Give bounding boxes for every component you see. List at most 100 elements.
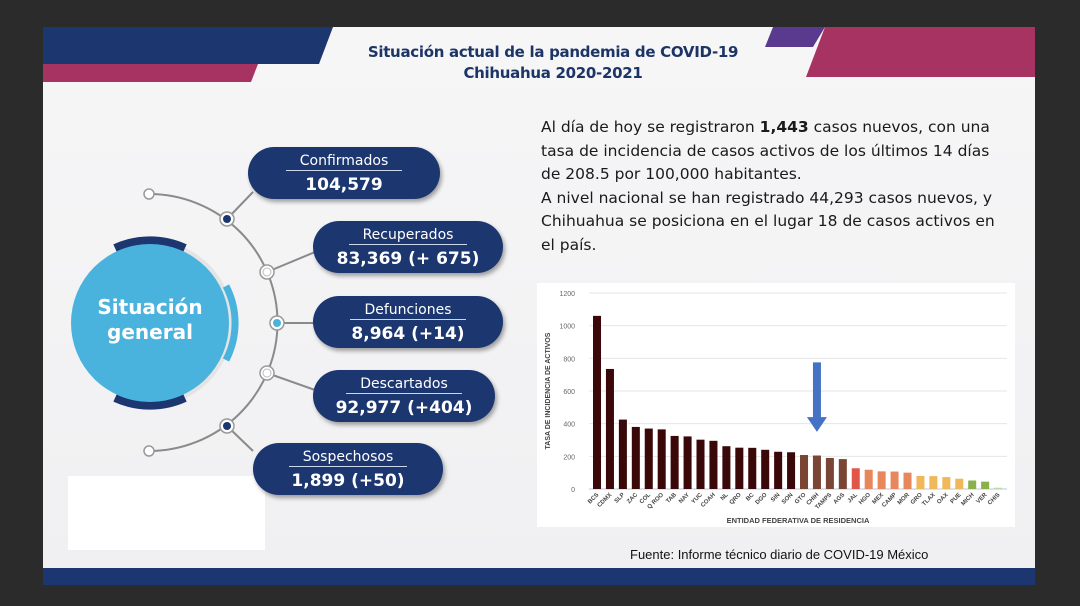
highlight-arrow-icon: [806, 362, 827, 432]
summary-paragraph-2: A nivel nacional se han registrado 44,29…: [541, 188, 995, 254]
x-tick-label: AGS: [833, 492, 846, 505]
x-tick-label: CDMX: [597, 492, 614, 509]
y-tick-label: 1000: [559, 324, 575, 331]
bar-chis: [994, 487, 1003, 489]
stat-label: Recuperados: [348, 227, 468, 245]
stat-value: 92,977 (+404): [335, 398, 473, 418]
stat-sospechosos: Sospechosos 1,899 (+50): [253, 443, 443, 495]
summary-text: Al día de hoy se registraron 1,443 casos…: [541, 116, 1011, 257]
stat-label: Descartados: [346, 376, 462, 394]
x-tick-label: CAMP: [881, 492, 898, 509]
bar-slp: [618, 419, 627, 489]
node-icon: [259, 365, 275, 381]
bar-sin: [774, 451, 783, 489]
x-tick-label: SIN: [770, 492, 781, 503]
bar-qro: [735, 447, 744, 489]
header-decoration: [43, 27, 1035, 82]
bar-tlax: [929, 476, 938, 489]
y-tick-label: 1200: [559, 291, 575, 298]
y-axis-label: TASA DE INCIDENCIA DE ACTIVOS: [545, 332, 552, 449]
bar-bc: [748, 447, 757, 489]
footer-bar: [43, 568, 1035, 585]
node-icon: [259, 264, 275, 280]
bar-cdmx: [605, 368, 614, 489]
source-note: Fuente: Informe técnico diario de COVID-…: [630, 547, 929, 562]
bar-mor: [903, 472, 912, 489]
incidence-chart: 0 200 400 600 800 1000 1200 BCS CDMX SLP ZAC COL Q R…: [537, 283, 1015, 527]
x-tick-label: COAH: [700, 492, 717, 509]
summary-paragraph-1: Al día de hoy se registraron 1,443 casos…: [541, 116, 1011, 187]
x-tick-label: MICH: [961, 492, 976, 507]
stat-label: Defunciones: [350, 302, 466, 320]
ring-accent-bottom: [113, 394, 187, 410]
x-tick-label: BC: [745, 492, 756, 503]
stat-label: Confirmados: [285, 153, 403, 171]
bar-col: [644, 428, 653, 489]
bar-tab: [670, 435, 679, 489]
bar-pue: [955, 478, 964, 489]
summary-text-part: casos nuevos, con una tasa de incidencia…: [541, 118, 990, 183]
x-tick-label: SON: [781, 492, 794, 505]
bar-mich: [968, 480, 977, 489]
center-label: Situación general: [71, 295, 229, 345]
blank-box: [68, 476, 265, 550]
y-tick-label: 400: [563, 422, 575, 429]
magenta-band-right: [806, 27, 1035, 77]
y-tick-label: 600: [563, 389, 575, 396]
slide: Situación actual de la pandemia de COVID…: [43, 27, 1035, 585]
bar-mex: [877, 471, 886, 489]
ring-accent-top: [113, 236, 187, 252]
stat-defunciones: Defunciones 8,964 (+14): [313, 296, 503, 348]
bar-hgo: [864, 469, 873, 489]
diagram-connectors: [71, 188, 316, 457]
x-tick-label: TLAX: [921, 492, 936, 507]
situacion-general-circle: [71, 244, 229, 402]
x-tick-label: NAY: [678, 492, 691, 505]
bar-bcs: [593, 315, 602, 489]
purple-band-right: [765, 27, 825, 47]
page-title: Situación actual de la pandemia de COVID…: [343, 42, 763, 84]
bar-tamps: [825, 457, 834, 489]
stat-value: 1,899 (+50): [291, 471, 405, 491]
x-tick-label: OAX: [936, 492, 949, 505]
bar-camp: [890, 471, 899, 489]
bar-yuc: [696, 439, 705, 489]
x-tick-label: CHIS: [987, 492, 1001, 506]
x-tick-label: SLP: [614, 492, 626, 504]
node-icon: [219, 211, 235, 227]
stat-label: Sospechosos: [288, 449, 408, 467]
magenta-band-left: [43, 64, 258, 82]
bar-dgo: [761, 449, 770, 489]
x-axis-label: ENTIDAD FEDERATIVA DE RESIDENCIA: [727, 516, 870, 525]
bar-coah: [709, 440, 718, 489]
new-cases-count: 1,443: [759, 118, 809, 136]
y-tick-label: 0: [571, 487, 575, 494]
title-line-2: Chihuahua 2020-2021: [463, 64, 643, 82]
bar-q-roo: [657, 429, 666, 489]
center-label-line-2: general: [107, 320, 193, 344]
y-tick-label: 200: [563, 454, 575, 461]
x-tick-label: HGO: [858, 492, 872, 506]
x-tick-label: DGO: [755, 492, 769, 506]
bar-oax: [942, 477, 951, 489]
stat-value: 83,369 (+ 675): [336, 249, 480, 269]
stat-descartados: Descartados 92,977 (+404): [313, 370, 495, 422]
title-line-1: Situación actual de la pandemia de COVID…: [367, 43, 739, 61]
summary-text-part: Al día de hoy se registraron: [541, 118, 760, 136]
node-icon: [219, 418, 235, 434]
x-tick-label: ZAC: [626, 492, 639, 505]
bar-zac: [631, 426, 640, 489]
endpoint-icon: [143, 188, 155, 200]
bar-ags: [838, 459, 847, 489]
bar-chih: [812, 455, 821, 489]
x-tick-label: TAB: [665, 492, 678, 505]
bar-jal: [851, 468, 860, 489]
bar-nl: [722, 446, 731, 489]
bar-ver: [981, 481, 990, 489]
stat-value: 104,579: [305, 175, 383, 195]
bar-gro: [916, 475, 925, 489]
center-label-line-1: Situación: [97, 295, 203, 319]
stat-value: 8,964 (+14): [351, 324, 465, 344]
bar-gto: [800, 455, 809, 489]
